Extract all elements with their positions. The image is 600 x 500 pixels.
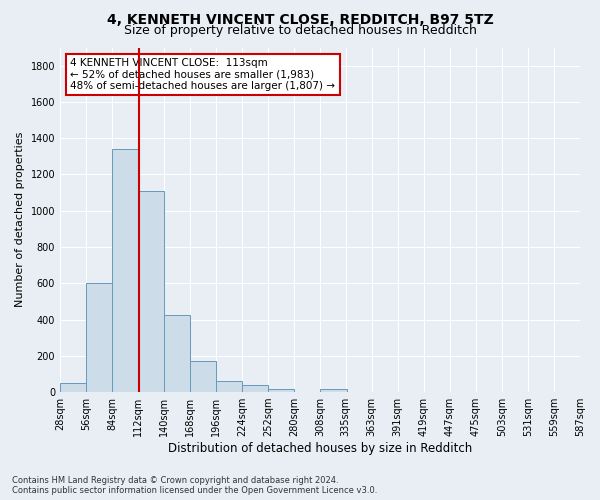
Y-axis label: Number of detached properties: Number of detached properties: [15, 132, 25, 308]
Bar: [268, 390, 295, 392]
Text: Size of property relative to detached houses in Redditch: Size of property relative to detached ho…: [124, 24, 476, 37]
Bar: [217, 381, 242, 392]
Text: Contains HM Land Registry data © Crown copyright and database right 2024.
Contai: Contains HM Land Registry data © Crown c…: [12, 476, 377, 495]
Text: 4, KENNETH VINCENT CLOSE, REDDITCH, B97 5TZ: 4, KENNETH VINCENT CLOSE, REDDITCH, B97 …: [107, 12, 493, 26]
Bar: [164, 315, 190, 392]
Bar: [86, 284, 112, 392]
Text: 4 KENNETH VINCENT CLOSE:  113sqm
← 52% of detached houses are smaller (1,983)
48: 4 KENNETH VINCENT CLOSE: 113sqm ← 52% of…: [70, 58, 335, 91]
Bar: [190, 362, 217, 392]
Bar: [242, 385, 268, 392]
X-axis label: Distribution of detached houses by size in Redditch: Distribution of detached houses by size …: [168, 442, 472, 455]
Bar: [112, 149, 138, 392]
Bar: [60, 383, 86, 392]
Bar: [138, 191, 164, 392]
Bar: [320, 390, 347, 392]
